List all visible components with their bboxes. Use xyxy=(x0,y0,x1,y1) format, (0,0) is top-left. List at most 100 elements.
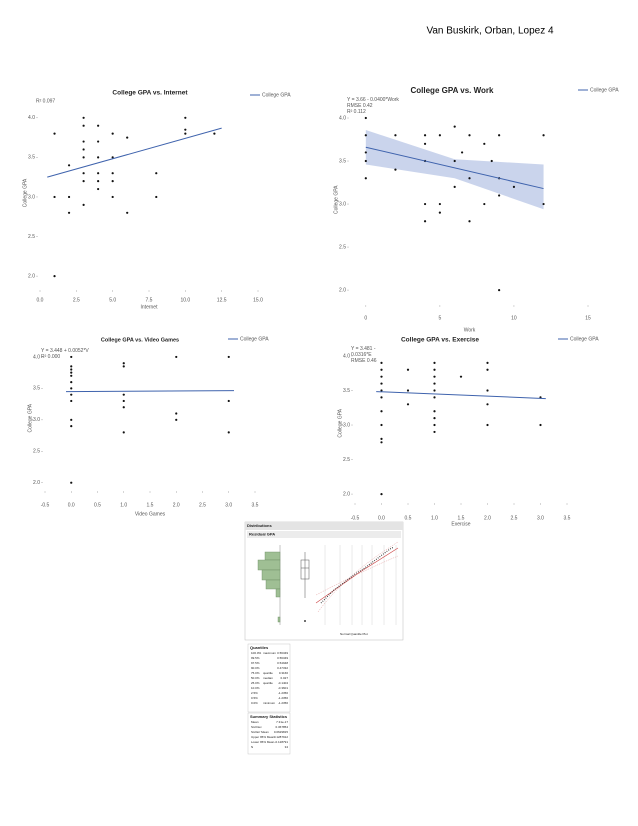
dist-text: 0.3166 xyxy=(279,671,289,675)
dist-text: Std Err Mean xyxy=(251,730,269,734)
data-point xyxy=(468,220,471,223)
dist-text: -0.1404 xyxy=(278,681,289,685)
data-point xyxy=(70,399,73,403)
fit-line xyxy=(47,127,222,178)
data-point xyxy=(82,124,85,127)
dist-text: N xyxy=(251,745,253,749)
y-tick-label: 3.5 xyxy=(33,386,40,392)
box xyxy=(300,559,310,580)
page-header: Van Buskirk, Orban, Lopez 4 xyxy=(426,26,554,37)
dist-text: Mean xyxy=(251,720,259,724)
data-point xyxy=(70,425,73,428)
legend-label: College GPA xyxy=(590,87,619,93)
y-tick-label: 4.0 xyxy=(339,115,346,121)
x-tick-label: 3.5 xyxy=(564,515,571,521)
data-point xyxy=(82,148,85,151)
data-point xyxy=(498,134,501,137)
data-point xyxy=(433,368,436,371)
x-axis-label: Video Games xyxy=(135,511,166,517)
data-point xyxy=(122,406,125,409)
data-point xyxy=(460,151,464,154)
data-point xyxy=(486,368,489,371)
annotation: Y = 3.481 - xyxy=(351,346,376,352)
data-point xyxy=(433,430,436,434)
data-point xyxy=(380,423,383,427)
dist-text: 0.56349 xyxy=(277,651,288,655)
data-point xyxy=(486,423,489,427)
x-tick-label: 12.5 xyxy=(217,297,227,303)
x-tick-label: -0.5 xyxy=(41,502,50,508)
data-point xyxy=(483,202,486,206)
data-point xyxy=(122,431,125,434)
data-point xyxy=(433,375,436,378)
data-point xyxy=(82,172,85,175)
data-point xyxy=(486,361,489,364)
y-tick-label: 2.5 xyxy=(339,244,346,250)
x-tick-label: 2.0 xyxy=(173,502,180,508)
dist-text: -1.2356 xyxy=(278,696,289,700)
x-tick-label: 0.5 xyxy=(94,502,101,508)
annotation: RMSE 0.46 xyxy=(351,358,377,364)
annotation: R² 0.097 xyxy=(36,98,55,104)
y-tick-label: 3.5 xyxy=(343,388,350,394)
legend-label: College GPA xyxy=(262,92,291,98)
data-point xyxy=(70,365,73,368)
x-tick-label: 5.0 xyxy=(109,297,116,303)
dist-text: Residual GPA xyxy=(249,532,275,537)
data-point xyxy=(394,134,397,137)
data-point xyxy=(97,172,100,175)
dist-text: Upper 95% Mean xyxy=(251,735,275,739)
y-axis-label: College GPA xyxy=(22,178,28,207)
data-point xyxy=(70,374,73,377)
annotation: Y = 3.66 - 0.0400*Work xyxy=(347,97,399,103)
data-point xyxy=(111,132,114,135)
dist-text: 75.0% xyxy=(251,671,260,675)
data-point xyxy=(70,355,73,359)
data-point xyxy=(539,423,542,427)
data-point xyxy=(53,195,56,199)
y-tick-label: 2.5 xyxy=(343,457,350,463)
data-point xyxy=(70,387,73,390)
hist-bar xyxy=(261,569,281,581)
dist-text: 2.5% xyxy=(251,691,258,695)
panel-subheader xyxy=(247,531,401,538)
data-point xyxy=(122,362,125,365)
x-tick-label: 15 xyxy=(585,315,591,321)
annotation: 0.0316*E xyxy=(351,352,372,358)
dist-text: 50.0% xyxy=(251,676,260,680)
dist-text: maximum xyxy=(263,651,277,655)
data-point xyxy=(483,142,486,145)
y-tick-label: 2.0 xyxy=(28,273,35,279)
y-tick-label: 3.5 xyxy=(339,158,346,164)
x-tick-label: 2.0 xyxy=(484,515,491,521)
dist-text: 0.5% xyxy=(251,696,258,700)
data-point xyxy=(380,389,383,392)
x-tick-label: 3.0 xyxy=(225,502,232,508)
panel-header xyxy=(245,522,403,530)
data-point xyxy=(364,151,367,154)
x-tick-label: 10.0 xyxy=(180,297,190,303)
x-tick-label: -0.5 xyxy=(351,515,360,521)
data-point xyxy=(380,437,383,440)
dist-text: Lower 95% Mean xyxy=(251,740,275,744)
dist-text: 100.0% xyxy=(251,651,262,655)
data-point xyxy=(70,418,73,421)
hist-bar xyxy=(275,588,281,598)
data-point xyxy=(406,403,410,406)
dist-text: -0.3601 xyxy=(278,686,289,690)
data-point xyxy=(97,124,100,127)
data-point xyxy=(468,134,471,137)
x-tick-label: 5 xyxy=(438,315,441,321)
data-point xyxy=(67,195,71,199)
data-point xyxy=(423,220,427,223)
data-point xyxy=(490,159,493,163)
data-point xyxy=(122,399,125,403)
dist-text: Std Dev xyxy=(251,725,262,729)
chart-title: College GPA vs. Internet xyxy=(112,90,188,97)
data-point xyxy=(380,441,383,444)
data-point xyxy=(111,195,114,199)
histogram xyxy=(257,551,281,623)
y-tick-label: 3.0 xyxy=(33,417,40,423)
x-tick-label: 3.0 xyxy=(537,515,544,521)
